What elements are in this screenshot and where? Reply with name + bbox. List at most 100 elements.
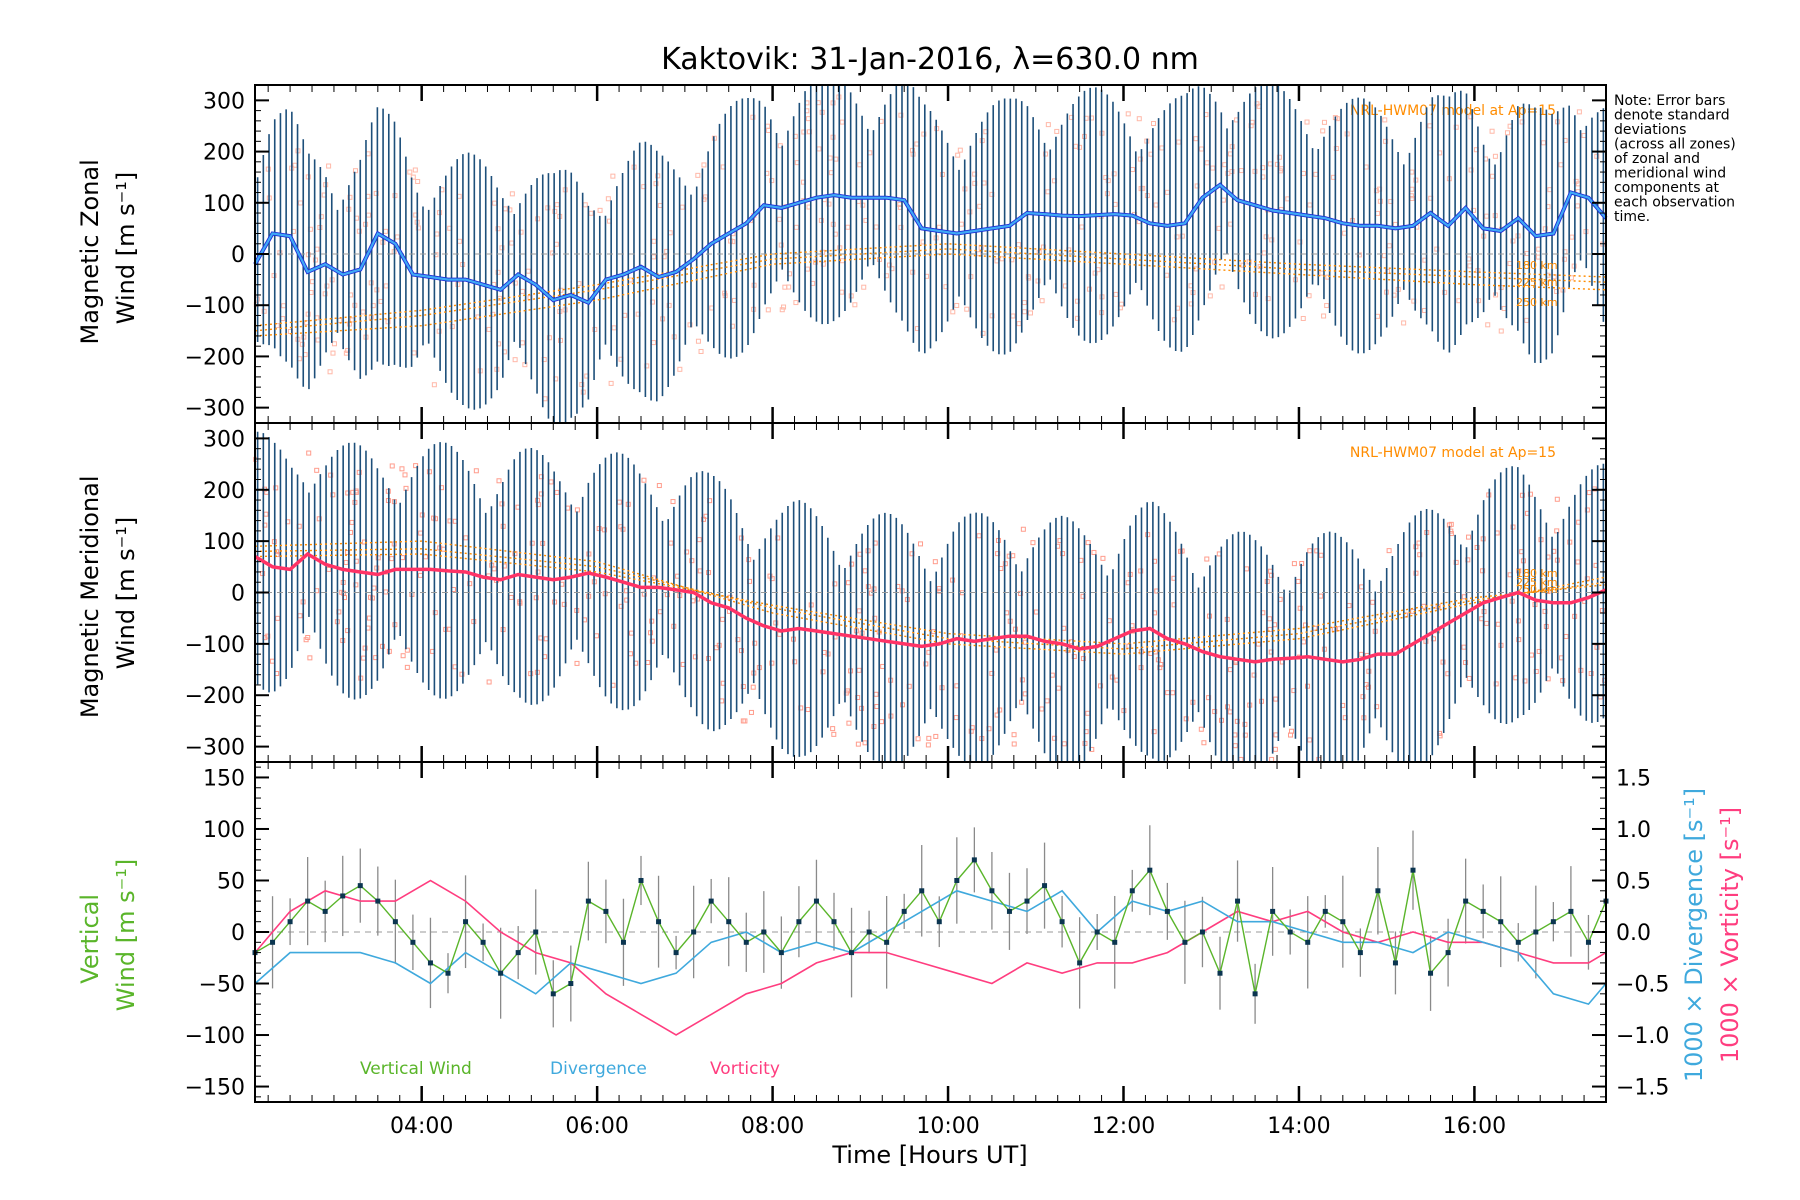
- x-tick-label: 08:00: [741, 1114, 804, 1139]
- zone-sample-point: [1575, 559, 1581, 565]
- zone-sample-point: [1043, 151, 1049, 157]
- zone-sample-point: [1151, 120, 1157, 126]
- zone-sample-point: [1136, 116, 1142, 122]
- vertical-wind-point: [1515, 939, 1521, 945]
- zone-sample-point: [862, 740, 868, 746]
- vertical-wind-point: [410, 939, 416, 945]
- zone-sample-point: [519, 340, 525, 346]
- zone-sample-point: [1178, 548, 1184, 554]
- zone-sample-point: [1018, 590, 1024, 596]
- zone-sample-point: [801, 129, 807, 135]
- zone-sample-point: [1044, 698, 1050, 704]
- zone-sample-point: [915, 736, 921, 742]
- side-note-line: deviations: [1614, 122, 1686, 138]
- zone-sample-point: [1055, 685, 1061, 691]
- zone-sample-point: [312, 257, 318, 263]
- y2-tick-label: −1.0: [1616, 1024, 1669, 1049]
- vertical-wind-point: [1006, 908, 1012, 914]
- zone-sample-point: [495, 226, 501, 232]
- zone-sample-point: [1263, 234, 1269, 240]
- zone-sample-point: [918, 541, 924, 547]
- divergence-y2label: 1000 × Divergence [s⁻¹]: [1680, 788, 1708, 1082]
- vertical-wind-point: [1498, 919, 1504, 925]
- zone-sample-point: [1527, 491, 1533, 497]
- zone-sample-point: [303, 637, 309, 643]
- vertical-wind-point: [656, 919, 662, 925]
- zone-sample-point: [1528, 652, 1534, 658]
- vertical-wind-point: [1059, 919, 1065, 925]
- zone-sample-point: [608, 380, 614, 386]
- y-tick-label: −100: [185, 633, 245, 658]
- zone-sample-point: [499, 245, 505, 251]
- zone-sample-point: [330, 350, 336, 356]
- zone-sample-point: [852, 302, 858, 308]
- model-altitude-label: 225 km: [1516, 576, 1558, 589]
- zone-sample-point: [518, 229, 524, 235]
- zone-sample-point: [1040, 244, 1046, 250]
- zone-sample-point: [1519, 492, 1525, 498]
- zone-sample-point: [1501, 306, 1507, 312]
- zone-sample-point: [314, 246, 320, 252]
- y-tick-label: 100: [203, 818, 245, 843]
- zone-sample-point: [1409, 169, 1415, 175]
- vertical-wind-point: [305, 898, 311, 904]
- zone-sample-point: [1125, 111, 1131, 117]
- zone-sample-point: [1563, 633, 1569, 639]
- zone-sample-point: [1461, 644, 1467, 650]
- zone-sample-point: [1383, 138, 1389, 144]
- zone-sample-point: [1542, 226, 1548, 232]
- zone-sample-point: [856, 608, 862, 614]
- zone-sample-point: [1331, 626, 1337, 632]
- zone-sample-point: [679, 204, 685, 210]
- x-tick-label: 10:00: [916, 1114, 979, 1139]
- zone-sample-point: [610, 173, 616, 179]
- zone-sample-point: [873, 691, 879, 697]
- zone-sample-point: [968, 728, 974, 734]
- y-tick-label: −200: [185, 684, 245, 709]
- zone-sample-point: [1359, 584, 1365, 590]
- zone-sample-point: [1373, 188, 1379, 194]
- zone-sample-point: [1153, 202, 1159, 208]
- side-note-line: components at: [1614, 180, 1720, 196]
- zone-sample-point: [880, 663, 886, 669]
- zone-sample-point: [1554, 528, 1560, 534]
- zone-sample-point: [345, 628, 351, 634]
- vertical-wind-point: [743, 939, 749, 945]
- y-tick-label: 0: [231, 582, 245, 607]
- zone-sample-point: [418, 530, 424, 536]
- zone-sample-point: [766, 127, 772, 133]
- zone-sample-point: [845, 580, 851, 586]
- zone-sample-point: [862, 568, 868, 574]
- vertical-ylabel: Vertical Wind [m s⁻¹]: [76, 859, 140, 1011]
- zone-sample-point: [1318, 552, 1324, 558]
- side-note-line: time.: [1614, 209, 1650, 225]
- model-altitude-label: 180 km: [1516, 567, 1558, 580]
- zone-sample-point: [459, 671, 465, 677]
- model-curve: [254, 548, 1607, 650]
- zone-sample-point: [910, 147, 916, 153]
- zone-sample-point: [1130, 167, 1136, 173]
- zone-sample-point: [1297, 239, 1303, 245]
- zone-sample-point: [1183, 716, 1189, 722]
- zone-sample-point: [361, 655, 367, 661]
- zone-sample-point: [1232, 743, 1238, 749]
- zone-sample-point: [509, 191, 515, 197]
- zone-sample-point: [651, 340, 657, 346]
- zone-sample-point: [508, 594, 514, 600]
- zone-sample-point: [738, 535, 744, 541]
- y-tick-label: −100: [185, 294, 245, 319]
- zone-sample-point: [298, 200, 304, 206]
- zone-sample-point: [1333, 145, 1339, 151]
- zone-sample-point: [389, 556, 395, 562]
- vertical-wind-point: [1410, 867, 1416, 873]
- zone-sample-point: [1554, 288, 1560, 294]
- zone-sample-point: [1489, 128, 1495, 134]
- zone-sample-point: [695, 172, 701, 178]
- vertical-wind-point: [1252, 991, 1258, 997]
- zone-sample-point: [1453, 124, 1459, 130]
- zone-sample-point: [326, 163, 332, 169]
- zone-sample-point: [324, 283, 330, 289]
- zone-sample-point: [1576, 109, 1582, 115]
- zone-sample-point: [1453, 559, 1459, 565]
- zone-sample-point: [1493, 681, 1499, 687]
